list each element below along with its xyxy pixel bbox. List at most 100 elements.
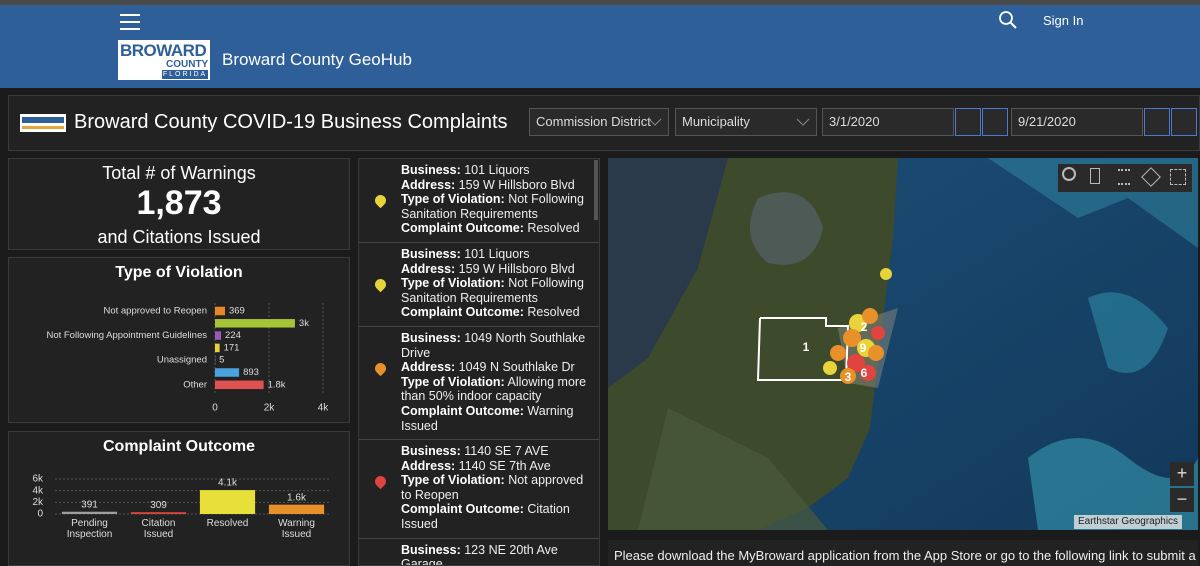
outcome-panel: Complaint Outcome 0 2k 4k 6k 391 309 4.1k 1.6k … — [8, 431, 350, 566]
x-tick-label: Resolved — [206, 518, 249, 529]
field-value: 101 Liquors — [464, 163, 530, 177]
field-label: Address: — [401, 177, 456, 192]
field-label: Business: — [401, 330, 461, 345]
field: Type of Violation: Allowing more than 50… — [401, 375, 593, 404]
field-value: Resolved — [527, 305, 580, 320]
field-label: Complaint Outcome: — [401, 502, 524, 517]
cluster-label: 6 — [861, 366, 868, 380]
start-date: 3/1/2020 — [829, 114, 880, 129]
end-date: 9/21/2020 — [1018, 114, 1076, 129]
map-bookmarks[interactable] — [1090, 168, 1100, 184]
dropdown-arrow — [796, 118, 810, 126]
value-label: 369 — [229, 306, 245, 317]
complaint-item[interactable]: Business: 123 NE 20th Ave Garage — [359, 539, 599, 566]
map-basemap[interactable] — [1170, 169, 1186, 185]
value-label: 391 — [81, 499, 98, 510]
value-label: 3k — [299, 318, 309, 329]
logo: BROWARD COUNTY FLORIDA — [118, 40, 210, 80]
y-tick-label: Not Following Appointment Guidelines — [46, 330, 207, 341]
zoom-in[interactable]: + — [1170, 462, 1194, 486]
field-value: Warning Issued — [401, 403, 574, 433]
complaint-item[interactable]: Business: 101 Liquors Address: 159 W Hill… — [359, 243, 599, 327]
chart-title: Type of Violation — [115, 264, 243, 281]
y-tick-label: Not approved to Reopen — [103, 306, 207, 317]
y-tick-label: Unassigned — [157, 355, 207, 366]
field-value: Not Following Sanitation Requirements — [401, 276, 584, 305]
map-layers[interactable] — [1141, 167, 1161, 187]
field-value: 1140 SE 7 AVE — [464, 444, 549, 459]
logo-state: FLORIDA — [162, 70, 208, 79]
calendar-button[interactable] — [1144, 108, 1170, 136]
field-label: Type of Violation: — [401, 473, 505, 488]
note-panel: Please download the MyBroward applicatio… — [608, 540, 1198, 566]
dashboard-logo — [20, 114, 66, 132]
menu-button[interactable] — [118, 11, 142, 33]
field-label: Complaint Outcome: — [401, 305, 524, 320]
scrollbar — [594, 160, 598, 220]
x-tick-label: 2k — [264, 403, 276, 414]
field: Complaint Outcome: Resolved — [401, 221, 593, 236]
filter-label: Commission District — [536, 114, 651, 129]
field-value: 1049 North Southlake Drive — [401, 330, 586, 360]
complaint-item[interactable]: Business: 1140 SE 7 AVE Address: 1140 SE … — [359, 440, 599, 539]
field: Business: 1140 SE 7 AVE — [401, 444, 593, 459]
field-value: 159 W Hillsboro Blvd — [458, 177, 575, 192]
search-button[interactable] — [998, 10, 1018, 30]
pin-icon — [372, 192, 389, 209]
x-tick-label: 4k — [318, 403, 330, 414]
cluster-label: 2 — [861, 320, 868, 334]
complaint-item[interactable]: Business: 101 Liquors Address: 159 W Hill… — [359, 159, 599, 243]
filter-dropdown[interactable]: Commission District — [529, 108, 669, 136]
field: Business: 123 NE 20th Ave Garage — [401, 542, 593, 566]
field: Address: 1140 SE 7th Ave — [401, 459, 593, 474]
map-toolbar — [1058, 164, 1192, 192]
cluster-label: 3 — [845, 370, 852, 384]
bar — [215, 368, 240, 377]
value-label: 224 — [225, 330, 241, 341]
summary-top: Total # of Warnings — [102, 163, 256, 183]
map-pins — [823, 268, 892, 384]
field-label: Type of Violation: — [401, 374, 505, 389]
filter-label: Municipality — [682, 114, 750, 129]
time-button[interactable] — [982, 108, 1008, 136]
bar — [215, 319, 295, 328]
date-input[interactable]: 3/1/2020 — [822, 108, 954, 136]
field-label: Complaint Outcome: — [401, 221, 524, 236]
complaint-item[interactable]: Business: 1049 North Southlake Drive Addr… — [359, 327, 599, 441]
field: Complaint Outcome: Resolved — [401, 305, 593, 320]
calendar-button[interactable] — [955, 108, 981, 136]
bar — [215, 306, 225, 316]
map-search[interactable] — [1062, 167, 1076, 181]
field-value: Allowing more than 50% indoor capacity — [401, 374, 587, 404]
field: Business: 101 Liquors — [401, 247, 593, 262]
field-value: 1140 SE 7th Ave — [458, 458, 551, 473]
field-value: Citation Issued — [401, 502, 570, 532]
value-label: 5 — [219, 355, 224, 366]
sign-in[interactable]: Sign In — [1043, 13, 1084, 28]
x-tick-label: Pending Inspection — [66, 518, 113, 540]
field-value: 101 Liquors — [464, 246, 530, 261]
top-strip — [0, 0, 1200, 5]
field: Type of Violation: Not approved to Reope… — [401, 473, 593, 502]
bar — [215, 331, 222, 340]
zoom-out[interactable]: − — [1170, 488, 1194, 512]
date-input[interactable]: 9/21/2020 — [1011, 108, 1143, 136]
value-label: 171 — [224, 342, 240, 353]
chart-title: Complaint Outcome — [102, 438, 255, 455]
field: Business: 101 Liquors — [401, 163, 593, 178]
y-tick-label: 4k — [32, 485, 44, 496]
violation-panel: Type of Violation 0 2k 4k Not approved to R… — [8, 257, 350, 423]
filter-dropdown[interactable]: Municipality — [675, 108, 817, 136]
field-label: Type of Violation: — [401, 192, 505, 207]
field: Type of Violation: Not Following Sanitat… — [401, 192, 593, 221]
bar — [215, 343, 220, 353]
field-value: 159 W Hillsboro Blvd — [458, 261, 575, 276]
x-tick-label: Citation Issued — [141, 518, 176, 540]
bar — [199, 490, 256, 514]
time-button[interactable] — [1171, 108, 1197, 136]
map-legend[interactable] — [1118, 169, 1130, 185]
field-value: Not Following Sanitation Requirements — [401, 192, 584, 221]
field-value: 123 NE 20th Ave Garage — [401, 542, 558, 566]
